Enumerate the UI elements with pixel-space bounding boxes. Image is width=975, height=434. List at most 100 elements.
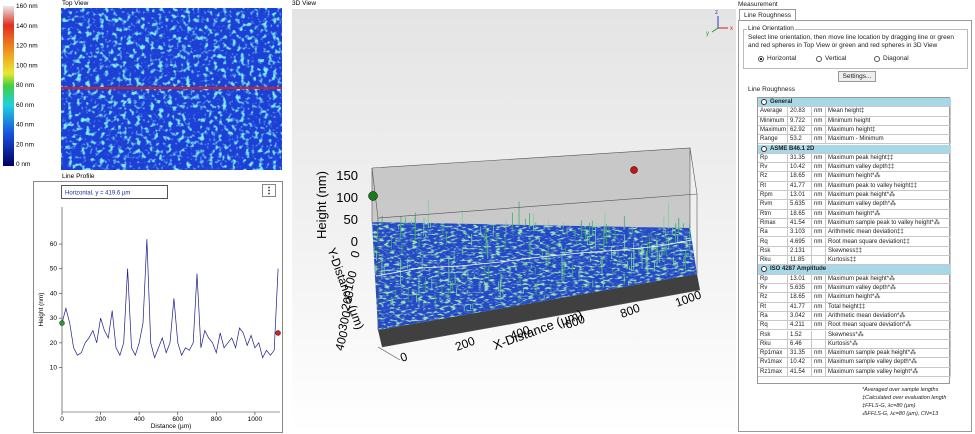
table-cell: nm — [812, 284, 826, 293]
section-header: ASME B46.1 2D — [758, 144, 951, 154]
y-tick-label: 300 — [335, 309, 354, 332]
radio-dot — [816, 55, 822, 62]
x-tick-label: 400 — [134, 416, 145, 423]
table-cell: 62.92 — [788, 125, 812, 135]
table-row: Rp 31.35 nm Maximum peak height‡‡ — [758, 153, 951, 164]
table-row: Rku 11.85 Kurtosis‡‡ — [758, 256, 951, 266]
3d-profile-line — [375, 239, 693, 277]
roughness-title: Line Roughness — [748, 86, 795, 93]
table-cell — [812, 256, 826, 266]
table-cell: nm — [812, 125, 826, 135]
table-cell: 6.46 — [788, 339, 812, 349]
table-cell: nm — [812, 293, 826, 303]
table-cell: 10.42 — [788, 163, 812, 173]
radio-option[interactable]: Vertical — [816, 55, 846, 62]
table-cell: Rz1max — [758, 367, 788, 377]
y-tick-label: 200 — [338, 289, 357, 312]
y-tick-label: 100 — [341, 269, 360, 292]
orientation-group — [743, 29, 968, 69]
table-cell: 10.42 — [788, 358, 812, 368]
table-cell: Rpm — [758, 191, 788, 200]
x-tick-label: 0 — [60, 416, 64, 423]
radio-label: Diagonal — [883, 55, 909, 62]
table-cell: Ra — [758, 228, 788, 238]
x-tick-label: 200 — [453, 334, 477, 354]
table-cell: Rv1max — [758, 358, 788, 368]
3d-view-title: 3D View — [292, 0, 316, 7]
footnote: ⁂FFLS-G, λc=80 (µm), CN=13 — [862, 411, 939, 417]
table-cell: Maximum peak height‡‡ — [826, 153, 951, 163]
table-row: Rku 6.46 Kurtosis*⁂ — [758, 339, 951, 350]
3d-view: 3D View Height (nm) 0 50 100 150 0 200 400 600 80… — [292, 0, 736, 434]
y-tick-label: 60 — [50, 241, 58, 248]
footnotes: *Averaged over sample lengths ‡Calculated… — [862, 386, 970, 418]
green-sphere[interactable] — [368, 191, 378, 201]
table-cell: Maximum peak height*⁂ — [826, 274, 951, 284]
table-cell: Ra — [758, 311, 788, 321]
line-profile-title: Line Profile — [62, 173, 95, 180]
y-tick-label: 40 — [50, 290, 58, 297]
table-cell — [812, 330, 826, 340]
table-cell: nm — [812, 209, 826, 219]
table-cell: Rsk — [758, 330, 788, 340]
collapse-icon[interactable] — [761, 99, 767, 105]
x-tick-label: 1000 — [248, 416, 263, 423]
table-cell: Maximum height*⁂ — [826, 209, 951, 219]
table-cell: Arithmetic mean deviation*⁂ — [826, 311, 951, 321]
tab[interactable]: Line Roughness — [739, 9, 796, 20]
table-cell: Skewness‡‡ — [826, 246, 951, 256]
colorbar-label: 80 nm — [16, 82, 34, 89]
x-tick-label: 0 — [398, 349, 409, 365]
y-tick-label: 20 — [50, 340, 58, 347]
table-cell: Range — [758, 135, 788, 145]
table-row: Rp1max 31.35 nm Maximum sample peak height*… — [758, 349, 951, 359]
table-cell: 20.83 — [788, 107, 812, 117]
table-cell: nm — [812, 349, 826, 359]
radio-group: Horizontal Vertical Diagonal — [738, 55, 972, 65]
y-tick-label: 10 — [50, 365, 58, 372]
y-axis-label: Height (nm) — [38, 293, 45, 327]
table-row: Rq 4.695 nm Root mean square deviation‡‡ — [758, 237, 951, 247]
radio-option[interactable]: Horizontal — [758, 55, 796, 62]
z-tick-label: 100 — [336, 190, 358, 205]
table-cell: Rq — [758, 237, 788, 247]
red-sphere[interactable] — [630, 166, 638, 174]
table-row: Rmax 41.54 nm Maximum sample peak to valley… — [758, 218, 951, 229]
collapse-icon[interactable] — [761, 266, 767, 273]
table-cell: 13.01 — [788, 191, 812, 200]
base-slab — [378, 274, 700, 347]
table-cell: 31.35 — [788, 153, 812, 163]
settings-button[interactable]: Settings... — [838, 71, 876, 82]
table-cell — [812, 246, 826, 256]
table-cell: Maximum peak to valley height‡‡ — [826, 181, 951, 191]
collapse-icon[interactable] — [761, 145, 767, 152]
radio-option[interactable]: Diagonal — [874, 55, 909, 62]
table-cell: Mean height‡ — [826, 107, 951, 117]
table-cell: Maximum valley depth*⁂ — [826, 284, 951, 293]
z-tick-label: 50 — [344, 212, 358, 227]
table-cell: Rp — [758, 153, 788, 163]
table-cell: Rvm — [758, 200, 788, 210]
top-view-title: Top View — [62, 0, 89, 7]
table-cell: Rp1max — [758, 349, 788, 359]
colorbar-label: 0 nm — [16, 161, 30, 168]
table-cell: nm — [812, 181, 826, 191]
triad-label: y — [706, 31, 709, 37]
colorbar-label: 120 nm — [16, 43, 38, 50]
table-cell: Maximum height*⁂ — [826, 293, 951, 303]
table-cell: Maximum sample valley height*⁂ — [826, 367, 951, 377]
z-axis-label: Height (nm) — [314, 171, 329, 239]
section-title: General — [770, 99, 793, 105]
table-cell: 5.635 — [788, 284, 812, 293]
table-cell: Kurtosis*⁂ — [826, 339, 951, 349]
table-cell: nm — [812, 116, 826, 126]
table-row: Rvm 5.635 nm Maximum valley depth*⁂ — [758, 200, 951, 210]
section-header: ISO 4287 Amplitude — [758, 265, 951, 275]
tab-page — [738, 20, 972, 432]
table-cell: Maximum valley depth*⁂ — [826, 200, 951, 210]
table-cell: Kurtosis‡‡ — [826, 256, 951, 266]
radio-dot — [874, 55, 880, 62]
colorbar-label: 60 nm — [16, 102, 34, 109]
table-cell: Root mean square deviation‡‡ — [826, 237, 951, 247]
table-cell: nm — [812, 228, 826, 238]
